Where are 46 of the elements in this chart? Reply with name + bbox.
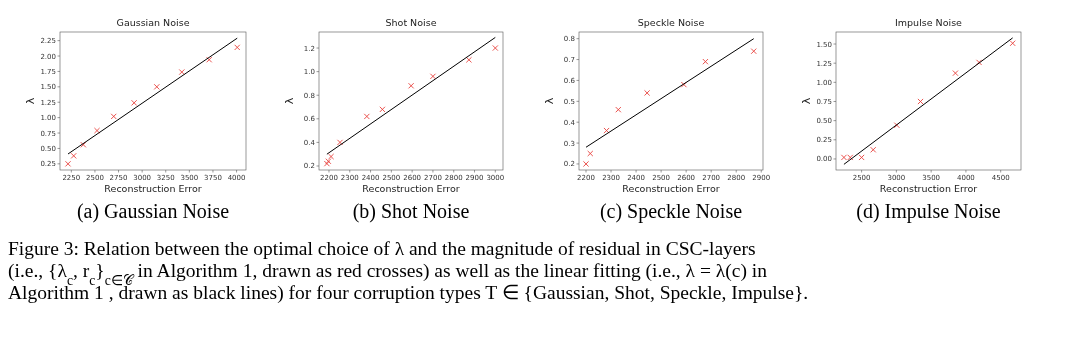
point <box>893 122 900 129</box>
point <box>858 154 865 161</box>
y-axis-title: λ <box>543 97 556 105</box>
text: (d) Impulse Noise <box>856 200 1001 223</box>
point <box>131 99 138 106</box>
point <box>429 73 436 80</box>
point <box>206 56 213 63</box>
text: (a) Gaussian Noise <box>76 200 230 223</box>
chart-title: Speckle Noise <box>637 17 705 28</box>
point <box>93 127 101 134</box>
point <box>363 113 370 120</box>
point <box>64 160 72 167</box>
point <box>110 113 117 120</box>
point <box>234 44 241 51</box>
point <box>70 152 77 159</box>
point <box>644 89 651 97</box>
point <box>870 146 877 153</box>
y-axis-title: λ <box>24 97 37 105</box>
x-axis-title: Reconstruction Error <box>879 183 978 194</box>
caption: Figure 3: Relation between the optimal choice of λ and the magnitude of residual in CSC-layers <box>8 238 756 259</box>
point <box>80 141 87 148</box>
point <box>750 48 757 55</box>
point <box>587 150 594 157</box>
point <box>582 160 590 167</box>
point <box>153 83 160 90</box>
x-axis-title: Reconstruction Error <box>362 183 460 194</box>
point <box>465 56 472 63</box>
chart-title: Shot Noise <box>385 17 437 28</box>
point <box>379 106 386 113</box>
y-axis-title: λ <box>800 97 813 105</box>
point <box>492 44 499 52</box>
y-axis-title: λ <box>283 97 296 105</box>
point <box>408 82 415 89</box>
chart-title: Impulse Noise <box>895 17 963 28</box>
x-axis-title: Reconstruction Error <box>104 183 202 194</box>
x-axis-title: Reconstruction Error <box>622 183 720 194</box>
point <box>328 153 335 160</box>
text: (c) Speckle Noise <box>599 200 743 223</box>
point <box>336 139 344 146</box>
point <box>615 106 622 113</box>
point <box>178 68 185 76</box>
point <box>952 70 959 77</box>
point <box>702 58 709 65</box>
point <box>1009 40 1016 47</box>
chart-title: Gaussian Noise <box>116 17 190 28</box>
text: (b) Shot Noise <box>352 200 470 223</box>
